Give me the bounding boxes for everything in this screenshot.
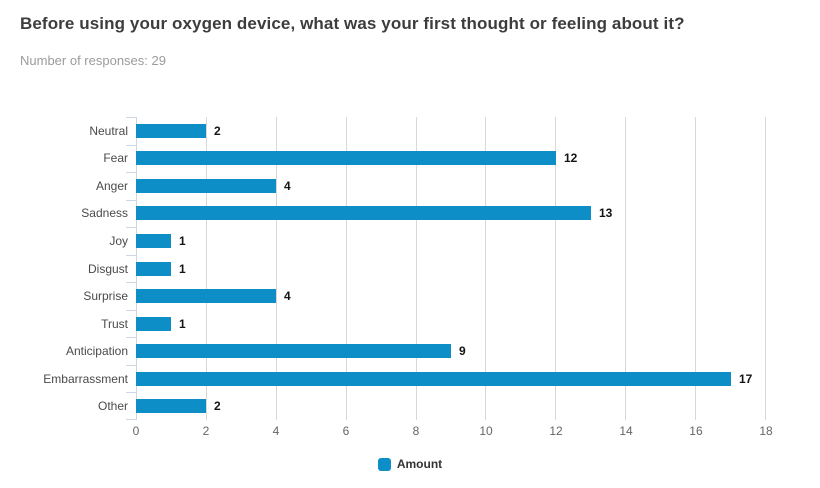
bar-track: 17 — [136, 365, 766, 393]
bar-track: 13 — [136, 200, 766, 228]
y-axis-tick — [126, 144, 136, 146]
y-axis-tick — [126, 282, 136, 284]
bar-row: Sadness 13 — [0, 200, 766, 228]
category-label: Fear — [103, 151, 128, 166]
bar-value-label: 1 — [178, 233, 186, 248]
gridline — [415, 117, 417, 420]
bar-fear[interactable] — [136, 151, 556, 166]
gridline — [485, 117, 487, 420]
y-axis-tick — [126, 309, 136, 311]
x-tick-label: 14 — [619, 424, 633, 438]
bar-surprise[interactable] — [136, 289, 276, 304]
bar-value-label: 4 — [283, 289, 291, 304]
bar-value-label: 13 — [599, 206, 613, 221]
bar-trust[interactable] — [136, 316, 171, 331]
category-label: Trust — [101, 316, 128, 331]
bar-value-label: 17 — [739, 371, 753, 386]
gridline — [555, 117, 557, 420]
y-axis-tick — [126, 337, 136, 339]
gridline — [695, 117, 697, 420]
bar-track: 1 — [136, 255, 766, 283]
y-axis-tick — [126, 117, 136, 118]
legend-label: Amount — [396, 457, 443, 471]
bar-disgust[interactable] — [136, 261, 171, 276]
x-tick-label: 2 — [202, 424, 210, 438]
category-label: Embarrassment — [43, 371, 128, 386]
gridline — [625, 117, 627, 420]
x-tick-label: 6 — [342, 424, 350, 438]
x-tick-label: 18 — [759, 424, 773, 438]
bar-anger[interactable] — [136, 178, 276, 193]
bar-row: Trust 1 — [0, 310, 766, 338]
y-axis-tick — [126, 199, 136, 201]
chart-subtitle: Number of responses: 29 — [20, 53, 166, 68]
plot-area: Neutral 2 Fear 12 Anger 4 Sadness 13 Joy 1 Disgust… — [0, 117, 766, 420]
bar-track: 4 — [136, 282, 766, 310]
bar-track: 1 — [136, 227, 766, 255]
legend-item-amount[interactable]: Amount — [377, 457, 443, 471]
category-label: Sadness — [81, 206, 128, 221]
bar-row: Neutral 2 — [0, 117, 766, 145]
legend: Amount — [0, 457, 820, 471]
bar-track: 1 — [136, 310, 766, 338]
category-label: Anticipation — [65, 344, 128, 359]
gridline — [765, 117, 766, 420]
bar-value-label: 2 — [213, 399, 221, 414]
y-axis-tick — [126, 392, 136, 394]
bar-track: 2 — [136, 392, 766, 420]
x-tick-label: 4 — [272, 424, 280, 438]
chart-title: Before using your oxygen device, what wa… — [20, 14, 685, 33]
bar-value-label: 1 — [178, 316, 186, 331]
bar-track: 12 — [136, 145, 766, 173]
bar-rows: Neutral 2 Fear 12 Anger 4 Sadness 13 Joy 1 Disgust… — [0, 117, 766, 420]
bar-value-label: 1 — [178, 261, 186, 276]
bar-track: 2 — [136, 117, 766, 145]
bar-other[interactable] — [136, 399, 206, 414]
y-axis-tick — [126, 227, 136, 229]
category-label: Neutral — [89, 123, 128, 138]
bar-anticipation[interactable] — [136, 344, 451, 359]
bar-row: Fear 12 — [0, 145, 766, 173]
y-axis-tick — [126, 364, 136, 366]
bar-track: 4 — [136, 172, 766, 200]
bar-row: Joy 1 — [0, 227, 766, 255]
category-label: Joy — [109, 233, 128, 248]
bar-track: 9 — [136, 337, 766, 365]
x-tick-label: 8 — [412, 424, 420, 438]
bar-value-label: 2 — [213, 123, 221, 138]
bar-row: Surprise 4 — [0, 282, 766, 310]
bar-value-label: 12 — [564, 151, 578, 166]
x-tick-label: 0 — [132, 424, 140, 438]
bar-row: Other 2 — [0, 392, 766, 420]
bar-value-label: 9 — [459, 344, 466, 359]
x-tick-label: 10 — [479, 424, 493, 438]
bar-neutral[interactable] — [136, 123, 206, 138]
x-axis: 0 2 4 6 8 10 12 14 16 18 — [132, 424, 773, 440]
category-label: Disgust — [87, 261, 128, 276]
bar-sadness[interactable] — [136, 206, 591, 221]
category-label: Surprise — [83, 289, 128, 304]
y-axis-tick — [126, 254, 136, 256]
bar-row: Embarrassment 17 — [0, 365, 766, 393]
gridline — [275, 117, 277, 420]
y-axis-tick — [126, 172, 136, 174]
category-label: Other — [97, 399, 128, 414]
legend-swatch-icon — [377, 457, 391, 471]
x-tick-label: 16 — [689, 424, 703, 438]
bar-row: Anger 4 — [0, 172, 766, 200]
gridline — [205, 117, 207, 420]
category-label: Anger — [95, 178, 128, 193]
bar-row: Disgust 1 — [0, 255, 766, 283]
x-tick-label: 12 — [549, 424, 563, 438]
gridline — [345, 117, 347, 420]
bar-joy[interactable] — [136, 233, 171, 248]
bar-row: Anticipation 9 — [0, 337, 766, 365]
y-axis-tick — [126, 419, 136, 420]
bar-value-label: 4 — [283, 178, 291, 193]
bar-embarrassment[interactable] — [136, 371, 731, 386]
